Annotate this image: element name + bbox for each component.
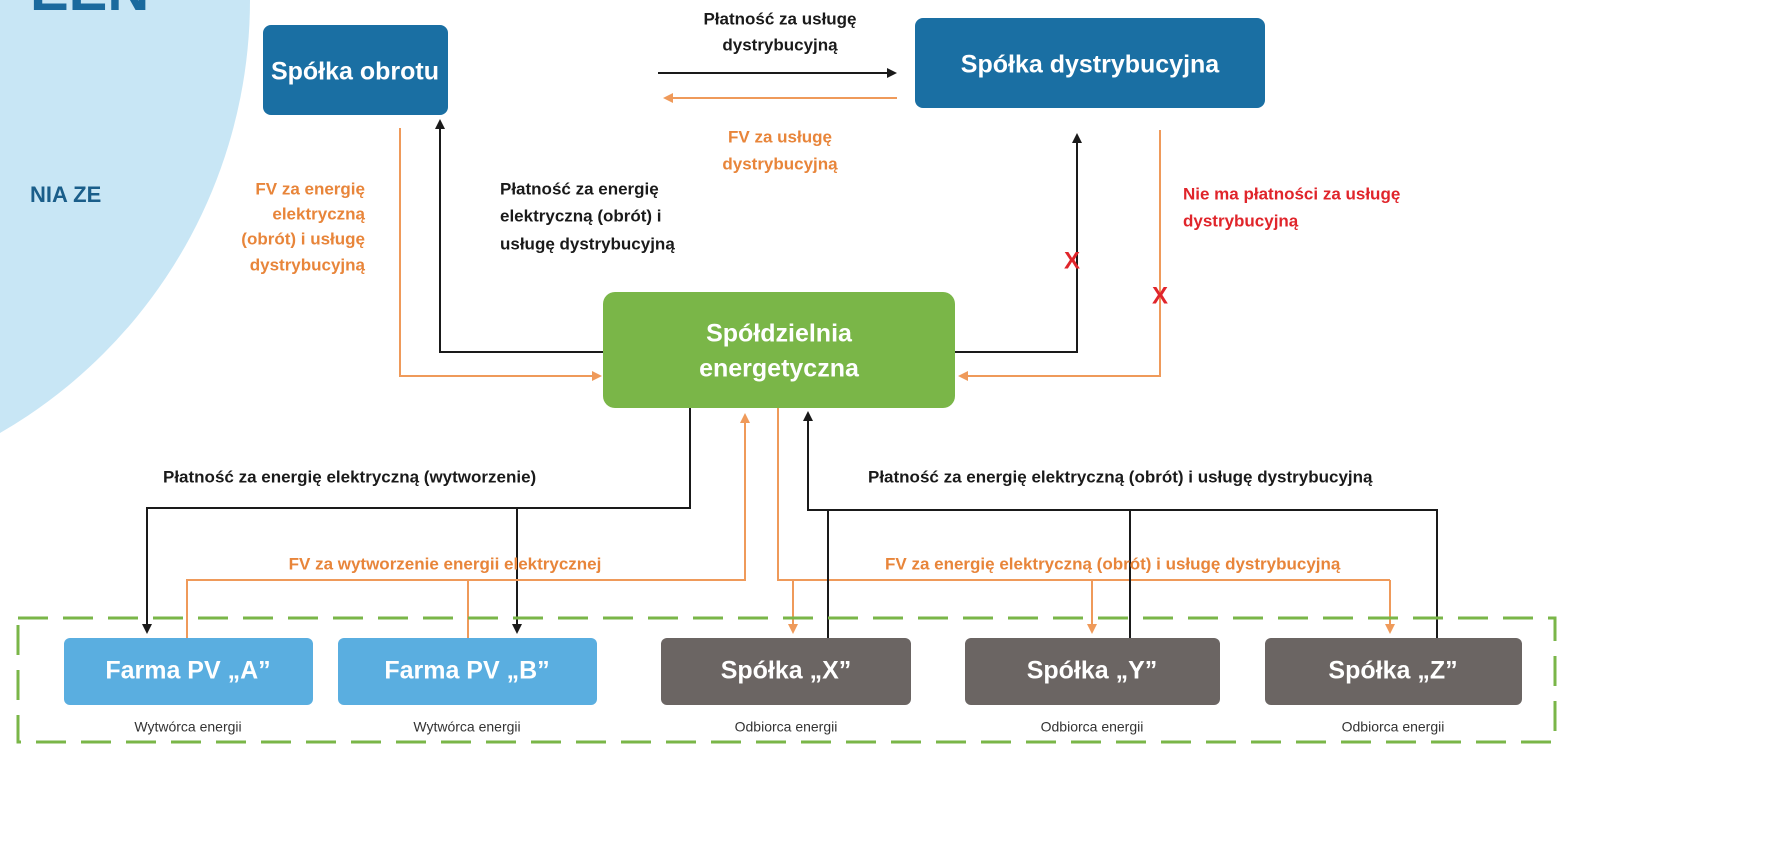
edge-label: Płatność za energię elektryczną (obrót) … [868, 467, 1373, 486]
node-sublabel: Odbiorca energii [1041, 719, 1144, 735]
blocked-mark: X [1152, 282, 1168, 309]
subtitle-fragment: NIA ZE [30, 182, 101, 207]
edge-label: Płatność za energię elektryczną (wytworz… [163, 467, 536, 486]
edge-label: usługę dystrybucyjną [500, 234, 675, 253]
edge-label: elektryczną (obrót) i [500, 206, 662, 225]
node-sublabel: Odbiorca energii [735, 719, 838, 735]
node-sublabel: Wytwórca energii [134, 719, 241, 735]
node-box [965, 638, 1220, 705]
edge-label: dystrybucyjną [250, 255, 366, 274]
edge-label: Płatność za energię [500, 179, 659, 198]
connectors [142, 68, 1438, 638]
edge-label: FV za wytworzenie energii elektrycznej [289, 554, 602, 573]
background-circle [0, 0, 250, 433]
node-label: Spółka „X” [721, 657, 852, 685]
node-box [1265, 638, 1522, 705]
node-label: Farma PV „B” [384, 657, 549, 685]
node-box [661, 638, 911, 705]
edge-label: (obrót) i usługę [241, 229, 365, 248]
edge-label: dystrybucyjną [722, 35, 838, 54]
blocked-mark: X [1064, 247, 1080, 274]
node-box [915, 18, 1265, 108]
edge-label: Nie ma płatności za usługę [1183, 184, 1400, 203]
node-box [338, 638, 597, 705]
node-box [263, 25, 448, 115]
node-label: energetyczna [699, 355, 860, 383]
node-label: Spółka „Y” [1027, 657, 1158, 685]
node-box [64, 638, 313, 705]
edge-label: FV za energię elektryczną (obrót) i usłu… [885, 554, 1341, 573]
edge-label: dystrybucyjną [722, 154, 838, 173]
node-box [603, 292, 955, 408]
edge-label: FV za usługę [728, 127, 832, 146]
node-label: Spółka dystrybucyjna [961, 51, 1221, 79]
title-fragment: EEN [30, 0, 149, 23]
node-label: Farma PV „A” [105, 657, 270, 685]
node-sublabel: Odbiorca energii [1342, 719, 1445, 735]
edge-label: Płatność za usługę [703, 9, 856, 28]
node-label: Spółka obrotu [271, 58, 439, 86]
edge-label: dystrybucyjną [1183, 211, 1299, 230]
edge-label: FV za energię [255, 179, 365, 198]
group-frame [16, 616, 1557, 744]
edge-label: elektryczną [272, 204, 365, 223]
node-sublabel: Wytwórca energii [413, 719, 520, 735]
node-label: Spółdzielnia [706, 320, 853, 348]
node-label: Spółka „Z” [1328, 657, 1457, 685]
